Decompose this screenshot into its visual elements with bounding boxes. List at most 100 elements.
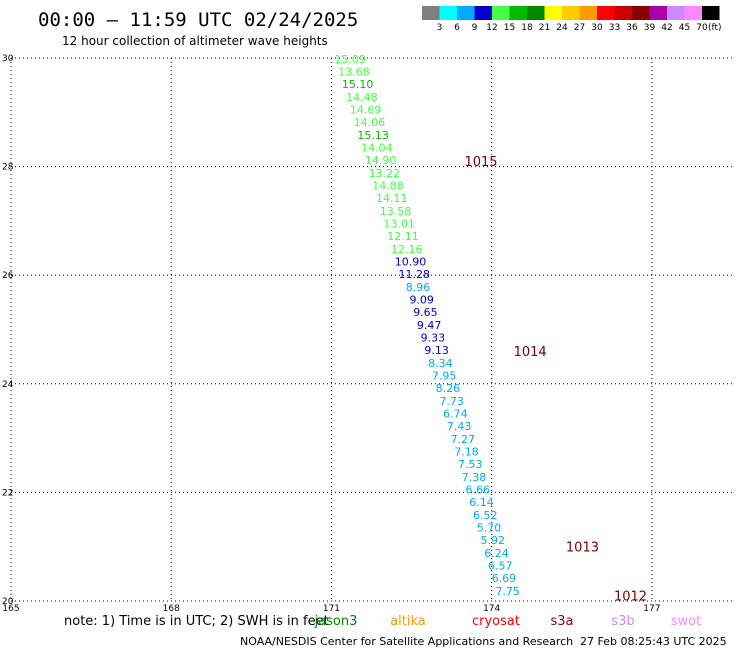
satellite-altika: altika — [390, 614, 426, 629]
legend-label: 39 — [644, 23, 656, 33]
pressure-label: 1015 — [464, 155, 497, 170]
wave-height-label: 15.10 — [342, 78, 374, 91]
wave-height-label: 7.53 — [458, 458, 483, 471]
legend-label: 42 — [661, 23, 672, 33]
pressure-label: 1012 — [614, 590, 647, 605]
wave-height-label: 14.90 — [365, 154, 397, 167]
legend-swatch — [422, 6, 440, 20]
legend-label: 15 — [504, 23, 515, 33]
legend-swatch — [544, 6, 562, 20]
x-tick-label: 171 — [323, 604, 340, 614]
legend-swatch — [667, 6, 685, 20]
wave-height-label: 12.11 — [387, 230, 419, 243]
satellite-legend: jason3 altika cryosat s3a s3b swot — [314, 614, 702, 629]
wave-height-label: 13.68 — [338, 66, 370, 79]
wave-height-label: 10.90 — [395, 256, 427, 269]
legend-label: 9 — [472, 23, 478, 33]
legend-label: 6 — [454, 23, 460, 33]
legend-label: 27 — [574, 23, 585, 33]
wave-height-label: 6.52 — [473, 509, 498, 522]
wave-height-label: 14.04 — [361, 142, 393, 155]
chart-subtitle: 12 hour collection of altimeter wave hei… — [62, 34, 328, 48]
legend-swatch — [649, 6, 667, 20]
wave-height-label: 9.33 — [421, 332, 446, 345]
satellite-jason3: jason3 — [314, 614, 358, 629]
legend-swatch — [632, 6, 650, 20]
legend-swatch — [492, 6, 510, 20]
wave-height-label: 8.96 — [406, 281, 431, 294]
wave-height-label: 7.27 — [451, 433, 476, 446]
footer-credit: NOAA/NESDIS Center for Satellite Applica… — [240, 635, 573, 648]
wave-height-label: 13.22 — [369, 167, 401, 180]
plot-grid — [10, 57, 732, 602]
legend-swatch — [474, 6, 492, 20]
wave-height-label: 6.66 — [466, 484, 491, 497]
wave-height-label: 5.92 — [480, 534, 505, 547]
legend-label: 45 — [679, 23, 690, 33]
satellite-s3a: s3a — [550, 614, 573, 629]
wave-height-label: 6.14 — [469, 496, 494, 509]
x-tick-label: 168 — [163, 604, 180, 614]
legend-label: 36 — [626, 23, 638, 33]
legend-swatch — [562, 6, 580, 20]
wave-height-label: 7.73 — [439, 395, 464, 408]
legend-label: 70 — [696, 23, 708, 33]
y-tick-label: 24 — [2, 380, 14, 390]
wave-height-label: 6.24 — [484, 547, 509, 560]
pressure-label: 1014 — [514, 345, 547, 360]
x-tick-label: 174 — [483, 604, 500, 614]
wave-height-label: 14.69 — [350, 104, 382, 117]
x-tick-label: 177 — [643, 604, 660, 614]
legend-swatch — [457, 6, 475, 20]
wave-height-label: 7.75 — [495, 585, 520, 598]
wave-height-label: 14.48 — [346, 91, 378, 104]
footer-timestamp: 27 Feb 08:25:43 UTC 2025 — [580, 635, 727, 648]
legend-swatch — [509, 6, 527, 20]
legend-unit: (ft) — [708, 23, 722, 33]
wave-height-label: 6.57 — [488, 560, 513, 573]
wave-height-label: 9.47 — [417, 319, 442, 332]
wave-height-label: 15.13 — [357, 129, 389, 142]
wave-height-points: 15.0913.6815.1014.4814.6914.0615.1314.04… — [334, 53, 520, 598]
footer-note: note: 1) Time is in UTC; 2) SWH is in fe… — [64, 614, 329, 629]
legend-swatch — [597, 6, 615, 20]
legend-swatch — [439, 6, 457, 20]
wave-height-label: 7.18 — [454, 446, 479, 459]
satellite-swot: swot — [671, 614, 701, 629]
y-tick-label: 26 — [2, 271, 14, 281]
color-legend: 3 6 9 12 15 18 21 24 27 30 33 36 39 42 45 70 — [422, 6, 720, 33]
wave-height-label: 14.06 — [354, 116, 386, 129]
satellite-s3b: s3b — [611, 614, 634, 629]
legend-label: 18 — [521, 23, 533, 33]
wave-height-label: 9.13 — [424, 344, 449, 357]
wave-height-label: 14.11 — [376, 192, 408, 205]
wave-height-label: 15.09 — [334, 53, 366, 66]
legend-label: 33 — [609, 23, 620, 33]
y-axis-ticks: 20 22 24 26 28 30 — [2, 54, 14, 607]
legend-swatch — [614, 6, 632, 20]
wave-height-label: 7.95 — [432, 370, 457, 383]
wave-height-label: 6.74 — [443, 408, 468, 421]
wave-height-label: 7.38 — [462, 471, 487, 484]
legend-swatch — [702, 6, 720, 20]
satellite-cryosat: cryosat — [472, 614, 520, 629]
legend-label: 30 — [591, 23, 603, 33]
wave-height-label: 13.01 — [384, 218, 416, 231]
wave-height-label: 5.70 — [477, 522, 502, 535]
wave-height-label: 14.88 — [372, 180, 404, 193]
y-tick-label: 28 — [2, 163, 14, 173]
legend-swatch — [527, 6, 545, 20]
legend-swatch — [684, 6, 702, 20]
legend-label: 24 — [556, 23, 568, 33]
wave-height-label: 6.69 — [492, 572, 517, 585]
pressure-labels: 1015 1014 1013 1012 — [464, 155, 647, 604]
wave-height-label: 9.65 — [413, 306, 438, 319]
y-tick-label: 30 — [2, 54, 14, 64]
legend-label: 12 — [486, 23, 497, 33]
wave-height-label: 7.43 — [447, 420, 472, 433]
wave-height-label: 9.09 — [409, 294, 434, 307]
wave-height-label: 8.34 — [428, 357, 453, 370]
wave-height-label: 11.28 — [398, 268, 430, 281]
chart-title: 00:00 – 11:59 UTC 02/24/2025 — [38, 9, 358, 31]
